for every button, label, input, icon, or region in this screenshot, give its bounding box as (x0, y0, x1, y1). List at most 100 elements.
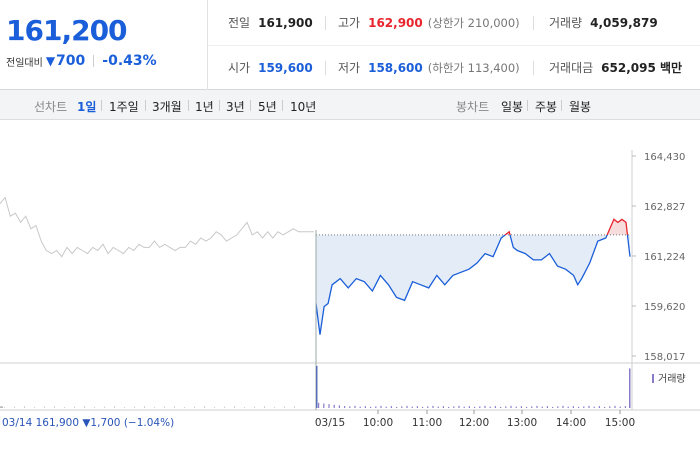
volume-bar (375, 406, 377, 408)
volume-bar (458, 405, 460, 408)
volume-bar (114, 406, 115, 408)
volume-bar (344, 406, 346, 408)
volume-value: 4,059,879 (590, 15, 658, 30)
volume-bar (349, 406, 351, 408)
volume-bar (370, 406, 372, 408)
divider (145, 100, 146, 111)
volume-bar (194, 406, 195, 408)
volume-bar (134, 406, 135, 408)
prev-close-value: 161,900 (258, 15, 313, 30)
current-price: 161,200 (6, 14, 128, 47)
open-label: 시가 (228, 61, 251, 75)
change-percent: -0.43% (102, 53, 157, 69)
volume-bar (294, 406, 295, 408)
volume-bar (500, 406, 502, 408)
period-3y[interactable]: 3년 (226, 100, 245, 114)
intraday-line-down (316, 234, 631, 335)
period-1d[interactable]: 1일 (77, 100, 97, 114)
period-1y[interactable]: 1년 (195, 100, 214, 114)
volume-bar (274, 407, 275, 408)
divider (533, 16, 534, 30)
volume-bar (520, 406, 522, 408)
volume-bar (224, 406, 225, 408)
volume-bar (422, 406, 424, 408)
volume-label: 거래량 (549, 16, 583, 30)
volume-bar (318, 402, 320, 408)
volume-bar (619, 406, 621, 408)
volume-bar (432, 405, 434, 408)
volume-bar (323, 403, 325, 408)
volume-bar (74, 406, 75, 408)
volume-bar (84, 406, 85, 408)
volume-bar (0, 406, 3, 408)
volume-bar (531, 406, 533, 408)
volume-bar (557, 406, 559, 408)
volume-bar (624, 406, 626, 408)
prev-day-label: 03/14 161,900 ▼1,700 (−1.04%) (2, 417, 174, 429)
candle-chart-label: 봉차트 (456, 100, 490, 114)
volume-legend-mark (652, 374, 654, 383)
volume-bar (54, 406, 55, 408)
volume-bar (64, 407, 65, 408)
volume-bar (442, 406, 444, 408)
period-3m[interactable]: 3개월 (152, 100, 182, 114)
low-cell: 저가 158,600 (하한가 113,400) (338, 45, 520, 90)
volume-bar (284, 406, 285, 408)
volume-bar (526, 406, 528, 408)
volume-bar (401, 406, 403, 408)
period-10y[interactable]: 10년 (290, 100, 317, 114)
period-5y[interactable]: 5년 (258, 100, 277, 114)
line-chart-label: 선차트 (34, 100, 68, 114)
y-tick-label: 159,620 (644, 302, 685, 313)
volume-bar (254, 406, 255, 408)
volume-bar (463, 406, 465, 408)
amount-value: 652,095 백만 (601, 61, 683, 75)
volume-bar (234, 406, 235, 408)
volume-bar (390, 406, 392, 408)
period-1w[interactable]: 1주일 (109, 100, 139, 114)
volume-bar (396, 406, 398, 408)
volume-bar (144, 406, 145, 408)
high-label: 고가 (338, 16, 361, 30)
volume-bar (552, 406, 554, 408)
y-tick-label: 162,827 (644, 202, 685, 213)
volume-bar (448, 406, 450, 408)
volume-bar (354, 405, 356, 408)
volume-bar (614, 405, 616, 408)
candle-monthly[interactable]: 월봉 (569, 100, 592, 114)
candle-daily[interactable]: 일봉 (501, 100, 524, 114)
x-tick-label: 11:00 (412, 417, 442, 429)
volume-bar (24, 406, 25, 408)
volume-bar (104, 406, 105, 408)
volume-bar (572, 406, 574, 408)
volume-bar (578, 406, 580, 408)
volume-cell: 거래량 4,059,879 (549, 0, 658, 45)
volume-bar (94, 407, 95, 408)
volume-bar (244, 407, 245, 408)
volume-bar (593, 406, 595, 408)
prev-close-cell: 전일 161,900 (228, 0, 313, 45)
volume-bar (510, 405, 512, 408)
open-value: 159,600 (258, 60, 313, 75)
candle-weekly[interactable]: 주봉 (535, 100, 558, 114)
divider (325, 61, 326, 75)
volume-bar (184, 407, 185, 408)
down-arrow-icon: ▼ (45, 54, 56, 68)
upper-limit: (상한가 210,000) (427, 15, 520, 30)
volume-bar (328, 404, 330, 408)
divider (93, 55, 95, 67)
x-tick-label: 15:00 (605, 417, 635, 429)
high-cell: 고가 162,900 (상한가 210,000) (338, 0, 520, 45)
divider (188, 100, 189, 111)
open-cell: 시가 159,600 (228, 45, 313, 90)
divider (533, 61, 534, 75)
volume-bar (214, 407, 215, 408)
below-baseline-fill (316, 234, 630, 335)
volume-bar (541, 406, 543, 408)
y-tick-label: 158,017 (644, 352, 685, 363)
amount-label: 거래대금 (549, 61, 594, 75)
volume-bar (124, 407, 125, 408)
change-row: 전일대비 ▼ 700 -0.43% (6, 53, 157, 69)
volume-bar (562, 405, 564, 408)
volume-bar (4, 407, 5, 408)
